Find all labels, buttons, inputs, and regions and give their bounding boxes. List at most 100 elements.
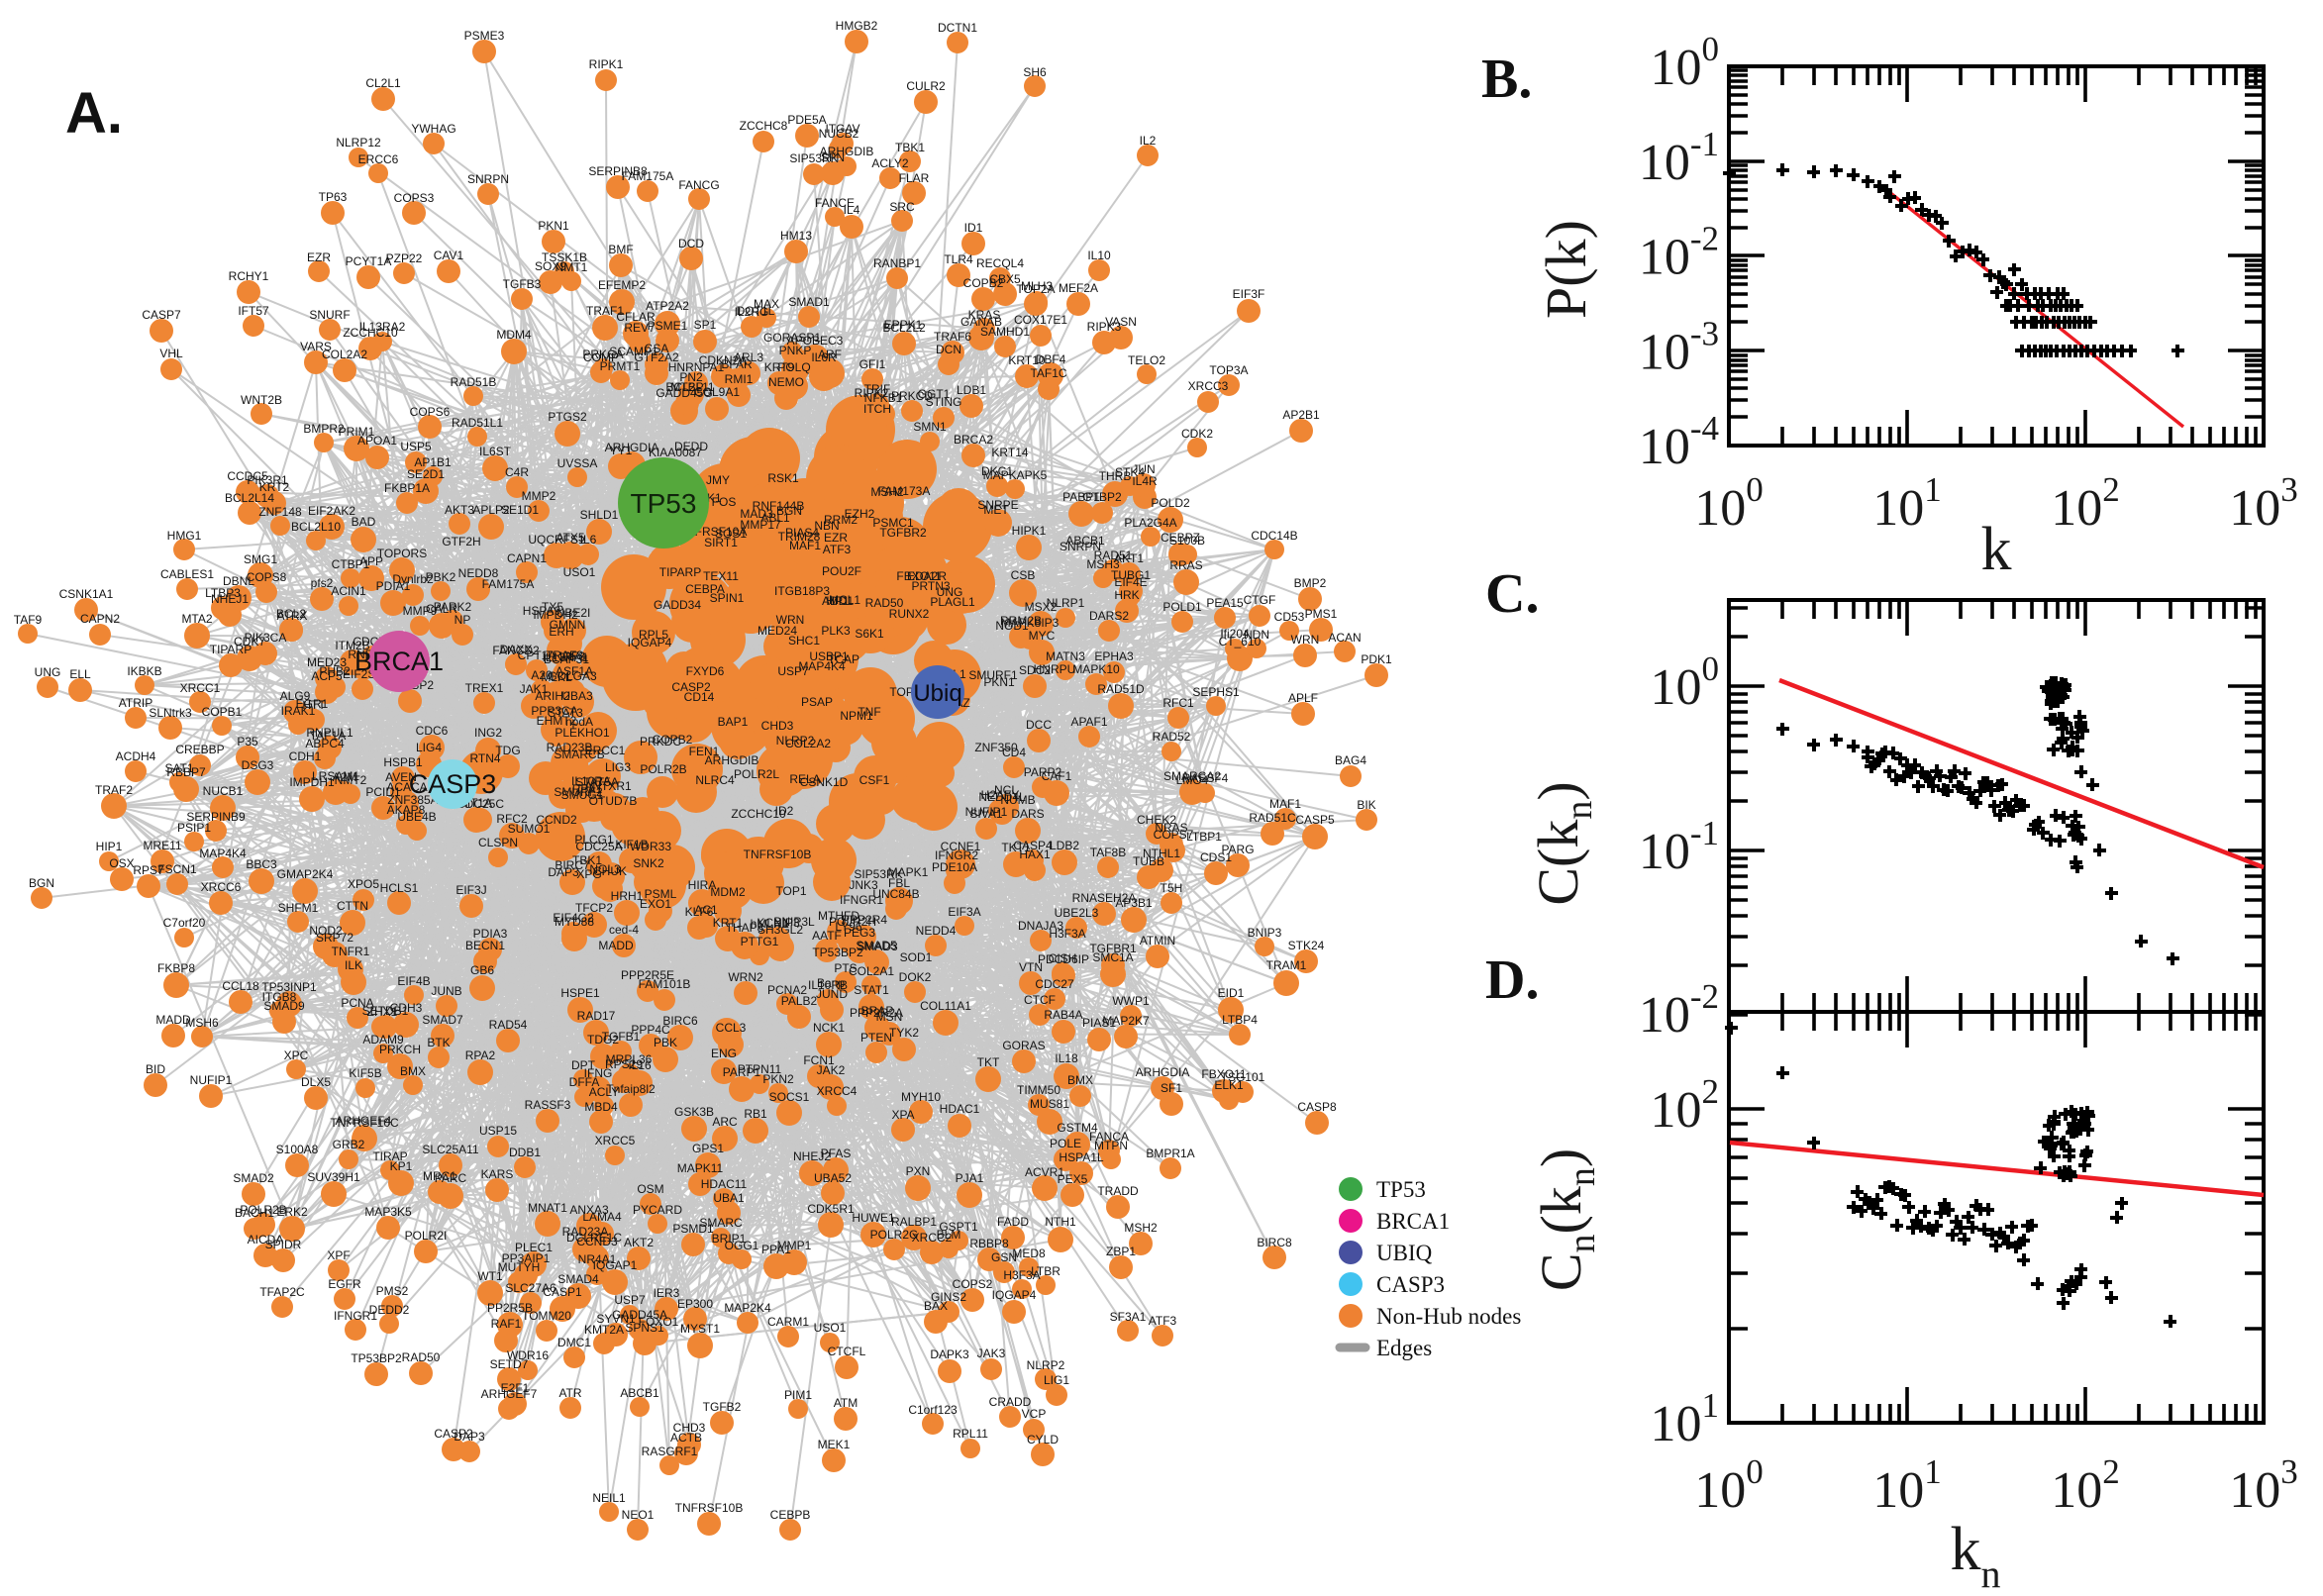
svg-text:IL10RA: IL10RA <box>571 774 611 788</box>
svg-text:MAPKAPK5: MAPKAPK5 <box>983 468 1048 482</box>
svg-text:SMARC: SMARC <box>699 1216 743 1230</box>
svg-text:PRIM1: PRIM1 <box>339 425 375 439</box>
svg-text:DBNL: DBNL <box>223 574 254 588</box>
svg-text:SOS1: SOS1 <box>715 527 747 541</box>
svg-text:GPS1: GPS1 <box>692 1142 724 1155</box>
svg-text:DAPK3: DAPK3 <box>930 1347 969 1361</box>
svg-text:RECQL4: RECQL4 <box>976 256 1024 270</box>
svg-text:EPPK1: EPPK1 <box>884 318 923 332</box>
svg-text:RIPK2: RIPK2 <box>855 386 889 400</box>
svg-text:SIVA1: SIVA1 <box>969 807 1002 821</box>
svg-text:NUFIP1: NUFIP1 <box>965 805 1008 819</box>
svg-text:CDC25A: CDC25A <box>575 840 622 853</box>
svg-text:MMP17: MMP17 <box>740 518 781 532</box>
svg-text:SEPHS1: SEPHS1 <box>1192 685 1240 699</box>
svg-text:MCL1: MCL1 <box>829 593 860 607</box>
svg-text:NUMB: NUMB <box>1000 793 1035 807</box>
svg-text:HAX1: HAX1 <box>1019 848 1051 861</box>
svg-text:TUBG1: TUBG1 <box>1111 568 1151 582</box>
svg-text:HIP1: HIP1 <box>96 840 123 853</box>
svg-text:RCHY1: RCHY1 <box>229 269 269 283</box>
svg-text:CTGF: CTGF <box>1244 593 1276 607</box>
svg-text:PDK1: PDK1 <box>1361 652 1392 666</box>
svg-text:RASSF4: RASSF4 <box>1182 771 1229 785</box>
svg-text:ARF: ARF <box>818 348 842 361</box>
svg-text:ATP2A2: ATP2A2 <box>646 299 689 313</box>
svg-text:RAD51C: RAD51C <box>1249 811 1296 825</box>
svg-text:THAP8: THAP8 <box>726 921 764 935</box>
svg-text:FOS: FOS <box>712 495 737 509</box>
svg-text:FADD: FADD <box>997 1215 1029 1229</box>
svg-text:EZR: EZR <box>824 531 848 545</box>
svg-text:JUN: JUN <box>1132 462 1155 476</box>
svg-text:PTPN11: PTPN11 <box>738 1062 782 1076</box>
svg-text:BIRC8: BIRC8 <box>1257 1236 1292 1249</box>
svg-text:CARM1: CARM1 <box>767 1315 809 1329</box>
svg-text:SERPINB8: SERPINB8 <box>588 164 648 178</box>
svg-text:SMAD4: SMAD4 <box>557 1272 599 1286</box>
svg-text:DCC: DCC <box>1026 718 1052 732</box>
svg-text:ADAM9: ADAM9 <box>362 1033 404 1047</box>
svg-text:CCND2: CCND2 <box>536 813 577 827</box>
svg-text:MAP4K4: MAP4K4 <box>199 847 247 860</box>
svg-text:hMLH1: hMLH1 <box>751 917 789 931</box>
svg-text:PMS2: PMS2 <box>376 1284 409 1298</box>
svg-text:ERCC1: ERCC1 <box>585 744 626 757</box>
svg-text:GANAB: GANAB <box>960 315 1002 329</box>
svg-text:SRP72: SRP72 <box>316 931 354 945</box>
svg-text:VASN: VASN <box>1105 315 1137 329</box>
svg-text:HSPA1L: HSPA1L <box>1059 1150 1103 1164</box>
svg-text:LDB2: LDB2 <box>1050 839 1079 852</box>
svg-text:BIRC7: BIRC7 <box>555 858 590 872</box>
svg-text:10-4: 10-4 <box>1639 409 1719 475</box>
svg-text:HSPB1: HSPB1 <box>383 755 423 769</box>
svg-text:CTCFL: CTCFL <box>828 1345 866 1358</box>
svg-text:TP53: TP53 <box>631 488 697 519</box>
svg-text:BBC3: BBC3 <box>246 857 277 871</box>
svg-text:RTN4: RTN4 <box>469 751 500 765</box>
svg-text:NUCB1: NUCB1 <box>203 784 244 798</box>
svg-text:RAD50: RAD50 <box>402 1350 441 1364</box>
svg-text:SIP53RK: SIP53RK <box>854 867 902 881</box>
svg-text:BAX: BAX <box>924 1299 948 1313</box>
svg-text:FANCD2: FANCD2 <box>492 644 540 657</box>
svg-text:SMC1A: SMC1A <box>1092 950 1133 964</box>
svg-text:BMP2: BMP2 <box>1294 576 1327 590</box>
svg-text:POLR2B: POLR2B <box>240 1203 286 1217</box>
svg-text:CTCF: CTCF <box>1024 993 1056 1007</box>
svg-text:MADD: MADD <box>598 939 634 952</box>
svg-text:MSX2: MSX2 <box>1025 600 1058 614</box>
svg-text:IL13RA2: IL13RA2 <box>359 320 406 334</box>
svg-text:MUS81: MUS81 <box>1030 1097 1069 1111</box>
svg-text:AKAP8: AKAP8 <box>387 803 426 817</box>
svg-text:RELA: RELA <box>789 772 820 786</box>
svg-text:BRCA1: BRCA1 <box>1376 1209 1450 1234</box>
svg-text:RAD23A: RAD23A <box>562 1225 609 1239</box>
svg-text:CCL18: CCL18 <box>222 979 259 993</box>
svg-text:TOP2A: TOP2A <box>1016 282 1055 296</box>
svg-text:ACLY2: ACLY2 <box>871 156 908 170</box>
svg-text:E2F1: E2F1 <box>501 1381 530 1395</box>
svg-text:ATRIP: ATRIP <box>119 696 152 710</box>
svg-text:EZR: EZR <box>307 250 331 264</box>
svg-text:MAX: MAX <box>754 297 779 311</box>
svg-text:CDS1: CDS1 <box>1200 850 1232 864</box>
svg-text:MAP2K7: MAP2K7 <box>1102 1014 1150 1028</box>
svg-text:IL4R: IL4R <box>1132 474 1158 488</box>
svg-text:GSTM4: GSTM4 <box>1057 1121 1098 1135</box>
svg-text:GADD34: GADD34 <box>654 598 701 612</box>
svg-text:PPP2R2A: PPP2R2A <box>850 1006 903 1020</box>
svg-text:PXN: PXN <box>906 1164 931 1178</box>
svg-text:BAG4: BAG4 <box>1335 753 1366 767</box>
svg-text:101: 101 <box>1872 470 1942 537</box>
svg-text:CEBPB: CEBPB <box>770 1508 811 1522</box>
svg-text:HNRPU: HNRPU <box>1034 662 1076 676</box>
svg-text:MUTYH: MUTYH <box>498 1260 541 1274</box>
svg-text:RAD52: RAD52 <box>1153 730 1191 744</box>
svg-text:BRCA2: BRCA2 <box>954 433 993 447</box>
svg-text:TNF: TNF <box>858 705 880 719</box>
svg-text:ATRX: ATRX <box>276 609 307 623</box>
svg-text:TSG101: TSG101 <box>1221 1070 1265 1084</box>
svg-text:NEMO: NEMO <box>768 375 804 389</box>
svg-text:AC1: AC1 <box>694 903 718 917</box>
